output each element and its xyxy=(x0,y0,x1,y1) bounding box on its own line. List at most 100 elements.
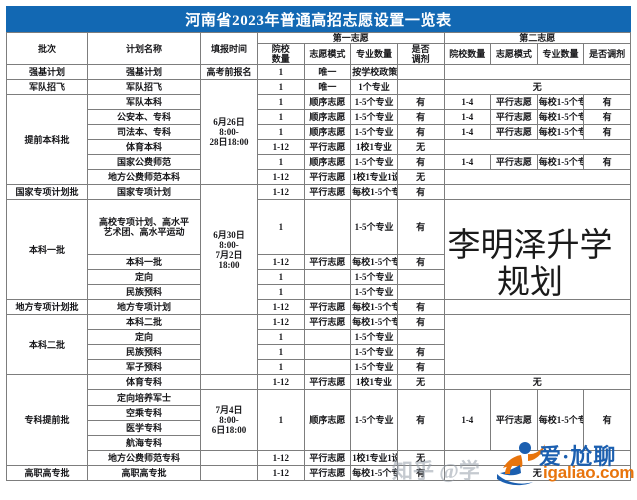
cell-plan: 国家公费师范 xyxy=(87,154,201,171)
cell-c2-mode: 平行志愿 xyxy=(490,389,538,452)
cell-time-jul4: 7月4日 8:00- 6日18:00 xyxy=(200,389,258,452)
cell-plan: 地方专项计划 xyxy=(87,299,201,316)
cell-c1-mode xyxy=(303,269,352,286)
table-row: 地方专项计划批 地方专项计划 1-12 平行志愿 每校1-5个专业 有 xyxy=(6,299,631,316)
cell-c2-school: 1-4 xyxy=(443,109,492,126)
cell-plan: 军子预科 xyxy=(87,359,201,376)
cell-c1-school: 1 xyxy=(257,389,305,452)
table-row: 提前本科批 军队本科 1 顺序志愿 1-5个专业 有 1-4 平行志愿 每校1-… xyxy=(6,94,631,186)
cell-second-choice-none: 无 xyxy=(443,374,631,391)
cell-c2-major: 每校1-5个专业 xyxy=(536,124,585,141)
table-row: 民族预科 1 1-5个专业 有 xyxy=(7,344,631,361)
time-line-4: 18:00 xyxy=(218,259,240,270)
cell-c1-major: 1-5个专业 xyxy=(350,154,398,171)
cell-c1-major: 1-5个专业 xyxy=(350,284,398,301)
cell-c1-major: 每校1-5个专业 xyxy=(350,184,398,201)
cell-c1-school: 1-12 xyxy=(257,374,305,391)
table-title-band: 河南省2023年普通高招志愿设置一览表 xyxy=(6,6,631,32)
table-row: 专科提前批 体育专科 1-12 平行志愿 1校1专业 无 无 xyxy=(6,374,631,467)
cell-c2-mode: 平行志愿 xyxy=(490,109,538,126)
cell-c1-adjust: 有 xyxy=(396,314,445,331)
cell-c1-school: 1-12 xyxy=(257,299,305,316)
cell-plan: 民族预科 xyxy=(87,284,201,301)
cell-c1-adjust: 有 xyxy=(396,465,445,482)
cell-second-choice-empty xyxy=(443,184,631,201)
header-batch: 批次 xyxy=(6,31,88,66)
cell-c1-mode: 平行志愿 xyxy=(303,184,352,201)
table-row: 本科一批 高校专项计划、高水平 艺术团、高水平运动 1 1-5个专业 有 xyxy=(6,199,631,301)
cell-c1-school: 1 xyxy=(257,269,305,286)
time-line-2: 8:00- xyxy=(219,415,239,426)
cell-c1-school: 1 xyxy=(257,124,305,141)
table-row: 地方公费师范专科 1-12 平行志愿 1校1专业1设岗县 无 xyxy=(7,450,631,467)
cell-second-choice-empty xyxy=(443,139,631,156)
cell-c1-adjust xyxy=(396,79,445,96)
cell-c1-major: 每校1-5个专业 xyxy=(350,465,398,482)
table-row: 本科二批 本科二批 1-12 平行志愿 每校1-5个专业 有 xyxy=(6,314,631,376)
table-row: 体育本科 1-12 平行志愿 1校1专业 无 xyxy=(7,139,631,156)
cell-time-blank xyxy=(200,374,258,391)
time-line-3: 7月2日 xyxy=(215,249,243,260)
page-title: 河南省2023年普通高招志愿设置一览表 xyxy=(185,12,452,29)
cell-time-blank xyxy=(200,314,258,376)
cell-c1-major: 1-5个专业 xyxy=(350,344,398,361)
time-line-2: 8:00- xyxy=(219,127,239,138)
cell-time: 高考前报名 xyxy=(200,64,258,81)
header-c1-school-count-l2: 数量 xyxy=(271,54,290,65)
cell-c1-major: 每校1-5个专业 xyxy=(350,254,398,271)
time-line-2: 8:00- xyxy=(219,239,239,250)
cell-c1-adjust: 有 xyxy=(396,254,445,271)
cell-c1-major: 1-5个专业 xyxy=(350,329,398,346)
cell-c1-mode: 顺序志愿 xyxy=(303,94,352,111)
cell-c1-adjust: 无 xyxy=(396,139,445,156)
cell-c1-major: 每校1-5个专业 xyxy=(350,299,398,316)
cell-c1-adjust: 有 xyxy=(396,199,445,256)
table-header-row-sub: 院校 数量 志愿模式 专业数量 是否 调剂 院校数量 志愿模式 专业数量 是否调剂 xyxy=(7,43,631,66)
cell-c1-adjust: 有 xyxy=(396,344,445,361)
cell-c1-major: 1-5个专业 xyxy=(350,359,398,376)
header-c1-adjust: 是否 调剂 xyxy=(396,43,445,66)
table-row: 定向培养军士 7月4日 8:00- 6日18:00 1 顺序志愿 1-5个专业 … xyxy=(7,389,631,452)
cell-plan: 空乘专科 xyxy=(87,405,201,422)
cell-plan: 强基计划 xyxy=(87,64,201,81)
cell-c1-adjust: 有 xyxy=(396,94,445,111)
table-row: 民族预科 1 1-5个专业 xyxy=(7,284,631,301)
cell-c1-mode: 顺序志愿 xyxy=(303,109,352,126)
cell-second-choice-empty xyxy=(443,314,631,376)
cell-c1-mode xyxy=(303,359,352,376)
cell-c1-mode: 平行志愿 xyxy=(303,450,352,467)
cell-c2-major: 每校1-5个专业 xyxy=(536,94,585,111)
header-c2-school-count: 院校数量 xyxy=(443,43,492,66)
volunteer-settings-table: 批次 计划名称 填报时间 第一志愿 第二志愿 院校 数量 志愿模式 专业数量 是否… xyxy=(6,31,631,482)
cell-plan: 定向 xyxy=(87,269,201,286)
cell-c2-adjust: 有 xyxy=(583,109,631,126)
cell-plan: 地方公费师范专科 xyxy=(87,450,201,467)
cell-plan: 军队招飞 xyxy=(87,79,201,96)
header-c1-school-count: 院校 数量 xyxy=(257,43,305,66)
cell-c1-school: 1 xyxy=(257,154,305,171)
cell-c1-school: 1 xyxy=(257,94,305,111)
cell-c1-adjust xyxy=(396,64,445,81)
header-group-second-choice: 第二志愿 xyxy=(443,31,631,45)
cell-c1-mode: 唯一 xyxy=(303,79,352,96)
cell-c1-major: 1-5个专业 xyxy=(350,199,398,256)
header-fill-time: 填报时间 xyxy=(200,31,258,66)
cell-c1-mode xyxy=(303,329,352,346)
cell-c1-mode: 平行志愿 xyxy=(303,139,352,156)
cell-c1-mode xyxy=(303,344,352,361)
cell-c1-school: 1-12 xyxy=(257,465,305,482)
cell-c2-mode: 平行志愿 xyxy=(490,124,538,141)
cell-c1-mode xyxy=(303,284,352,301)
cell-c1-adjust xyxy=(396,269,445,286)
cell-c1-adjust: 有 xyxy=(396,359,445,376)
cell-second-choice-empty xyxy=(443,450,631,467)
cell-c1-major: 1-5个专业 xyxy=(350,124,398,141)
cell-c2-school: 1-4 xyxy=(443,94,492,111)
cell-c1-school: 1 xyxy=(257,199,305,256)
cell-batch-benke-yi: 本科一批 xyxy=(6,199,88,301)
cell-c1-major: 1-5个专业 xyxy=(350,269,398,286)
cell-c1-adjust: 有 xyxy=(396,109,445,126)
header-c1-major-count: 专业数量 xyxy=(350,43,398,66)
cell-plan: 高职高专批 xyxy=(87,465,201,482)
cell-second-choice-empty xyxy=(443,64,631,81)
